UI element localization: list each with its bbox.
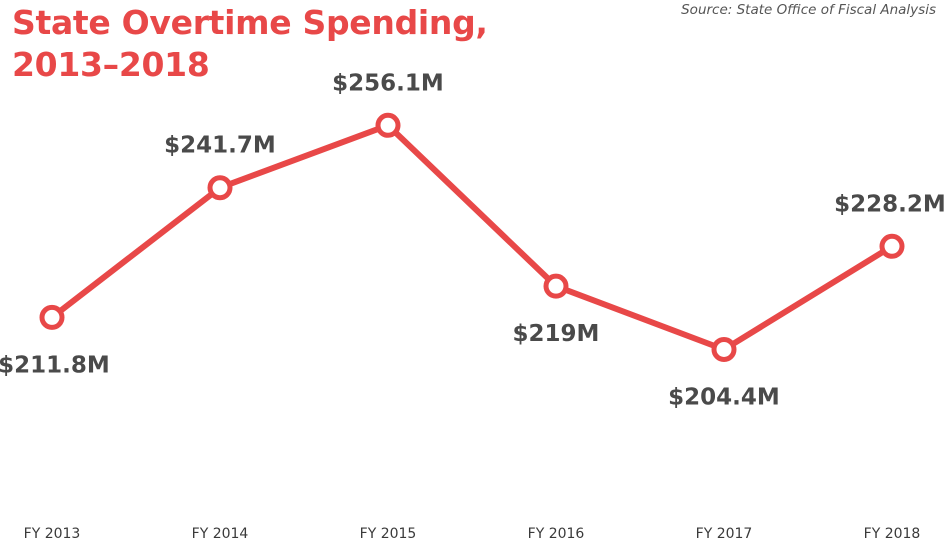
x-tick-label: FY 2016 — [528, 526, 585, 542]
x-tick-label: FY 2014 — [192, 526, 249, 542]
data-label: $211.8M — [0, 352, 110, 378]
data-point — [375, 112, 401, 138]
data-point — [879, 233, 905, 259]
x-axis-ticks: FY 2013 FY 2014 FY 2015 FY 2016 FY 2017 FY 20… — [24, 526, 921, 542]
x-tick-label: FY 2013 — [24, 526, 81, 542]
data-labels: $211.8M $241.7M $256.1M $219M $204.4M $228.2M — [0, 70, 946, 410]
data-point — [543, 273, 569, 299]
data-point — [39, 304, 65, 330]
data-point — [711, 336, 737, 362]
markers — [39, 112, 905, 362]
data-label: $256.1M — [332, 70, 444, 96]
x-tick-label: FY 2018 — [864, 526, 921, 542]
chart-title: State Overtime Spending, 2013–2018 — [12, 3, 488, 84]
x-tick-label: FY 2017 — [696, 526, 753, 542]
chart-source: Source: State Office of Fiscal Analysis — [681, 2, 936, 18]
x-tick-label: FY 2015 — [360, 526, 417, 542]
data-label: $241.7M — [164, 133, 276, 159]
data-label: $228.2M — [834, 191, 946, 217]
series-line — [49, 122, 895, 353]
data-point — [207, 175, 233, 201]
data-label: $219M — [513, 321, 600, 347]
data-label: $204.4M — [668, 384, 780, 410]
